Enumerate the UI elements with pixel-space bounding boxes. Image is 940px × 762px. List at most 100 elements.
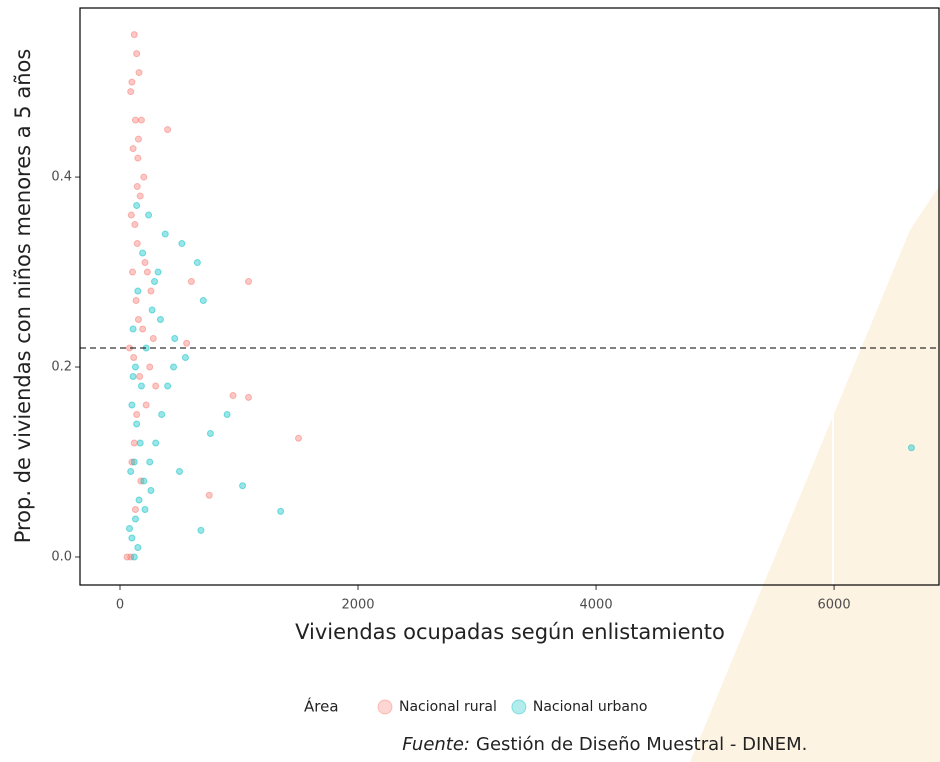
y-tick-label: 0.4 (51, 170, 72, 185)
point (295, 434, 303, 442)
point (130, 31, 138, 39)
point (141, 259, 149, 267)
legend-label: Nacional urbano (533, 699, 648, 715)
point (140, 173, 148, 181)
point (130, 354, 138, 362)
point (133, 202, 141, 210)
point (206, 430, 214, 438)
point (131, 363, 139, 371)
point (128, 401, 136, 409)
plot-border (79, 7, 940, 586)
point (156, 316, 164, 324)
y-tick-label: 0.2 (51, 360, 72, 375)
point (139, 325, 147, 333)
point (129, 145, 137, 153)
point (148, 306, 156, 314)
point (131, 505, 139, 513)
point (154, 268, 162, 276)
point (181, 354, 189, 362)
point (129, 325, 137, 333)
point (131, 116, 139, 124)
point (239, 482, 247, 490)
point (131, 221, 139, 229)
point (128, 268, 136, 276)
point (136, 373, 144, 381)
point (245, 393, 253, 401)
legend-title: Área (304, 697, 339, 716)
point (151, 278, 159, 286)
point (127, 467, 135, 475)
background-shape (690, 185, 940, 762)
point (132, 297, 140, 305)
point (133, 240, 141, 248)
y-axis-title: Prop. de viviendas con niños menores a 5… (11, 49, 35, 544)
point (907, 444, 915, 452)
point (128, 78, 136, 86)
point (199, 297, 207, 305)
point (134, 154, 142, 162)
point (129, 373, 137, 381)
point (134, 543, 142, 551)
point (128, 458, 136, 466)
x-tick-label: 0 (116, 598, 124, 613)
point (193, 259, 201, 267)
point (175, 467, 183, 475)
x-axis-title: Viviendas ocupadas según enlistamiento (295, 620, 725, 644)
point (178, 240, 186, 248)
caption-prefix: Fuente: (402, 734, 470, 755)
point (133, 50, 141, 58)
point (149, 335, 157, 343)
point (229, 392, 237, 400)
point (158, 411, 166, 419)
legend-swatch (511, 699, 527, 715)
point (142, 401, 150, 409)
point (187, 278, 195, 286)
point (146, 458, 154, 466)
point (143, 268, 151, 276)
legend-label: Nacional rural (399, 699, 497, 715)
point (197, 526, 205, 534)
point (277, 507, 285, 515)
point (152, 382, 160, 390)
point (135, 496, 143, 504)
point (171, 335, 179, 343)
y-tick-label: 0.0 (51, 549, 72, 564)
point (127, 88, 135, 96)
point (127, 211, 135, 219)
point (164, 382, 172, 390)
point (134, 135, 142, 143)
point (183, 339, 191, 347)
x-tick-label: 6000 (818, 598, 851, 613)
point (123, 553, 131, 561)
point (245, 278, 253, 286)
point (223, 411, 231, 419)
point (130, 439, 138, 447)
point (141, 505, 149, 513)
point (136, 192, 144, 200)
point (147, 287, 155, 295)
point (164, 126, 172, 134)
x-tick-label: 4000 (580, 598, 613, 613)
point (145, 211, 153, 219)
point (128, 534, 136, 542)
point (135, 69, 143, 77)
point (127, 553, 135, 561)
point (137, 382, 145, 390)
point (136, 439, 144, 447)
point (126, 524, 134, 532)
x-tick-label: 2000 (341, 598, 374, 613)
point (133, 183, 141, 191)
point (130, 458, 138, 466)
point (147, 486, 155, 494)
caption: Gestión de Diseño Muestral - DINEM. (476, 734, 807, 755)
point (133, 411, 141, 419)
point (133, 420, 141, 428)
point (131, 515, 139, 523)
point (152, 439, 160, 447)
point (134, 287, 142, 295)
point (146, 363, 154, 371)
point (170, 363, 178, 371)
point (137, 116, 145, 124)
point (130, 553, 138, 561)
